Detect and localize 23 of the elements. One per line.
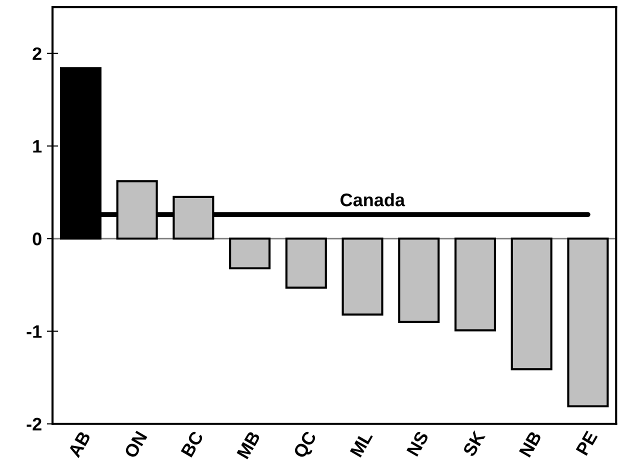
y-tick-label: -2 (26, 418, 42, 430)
x-tick-label: ON (124, 430, 148, 459)
bar (454, 238, 496, 332)
x-tick-label: PE (576, 430, 598, 456)
y-tick-label: 1 (33, 140, 42, 153)
bar (229, 238, 271, 270)
x-tick-label: SK (462, 430, 486, 458)
bar (285, 238, 327, 289)
x-tick-label: NB (518, 430, 542, 458)
y-tick-label: 0 (32, 232, 42, 246)
x-tick-label: BC (180, 430, 204, 458)
x-tick-label: AB (68, 430, 91, 458)
y-tick-label: -1 (26, 325, 42, 338)
x-tick-label: QC (292, 430, 320, 461)
ref-line-label: Canada (340, 193, 406, 206)
bar (510, 238, 552, 370)
bar (342, 238, 384, 316)
bar (567, 238, 609, 408)
x-tick-label: ML (350, 430, 373, 458)
y-tick-label: 2 (32, 47, 42, 60)
x-tick-label: MB (236, 430, 260, 460)
bar (398, 238, 440, 324)
x-tick-label: NS (406, 430, 429, 457)
